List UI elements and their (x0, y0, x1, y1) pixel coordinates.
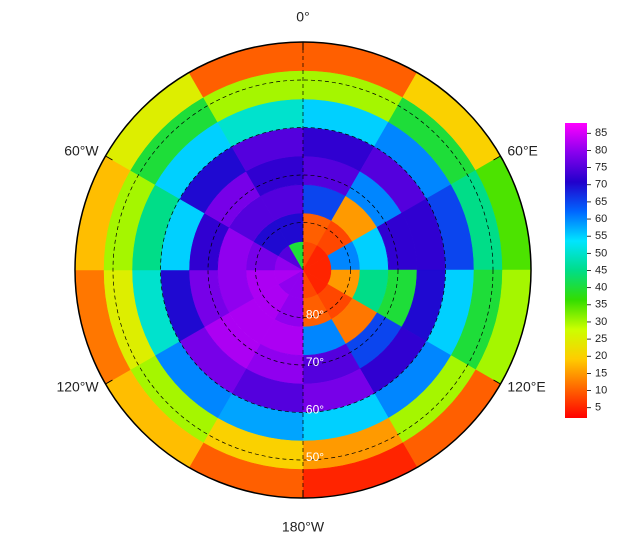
colorbar-label: 30 (595, 316, 607, 328)
heatmap (74, 41, 532, 499)
latitude-circle (112, 79, 494, 461)
colorbar-label: 55 (595, 230, 607, 242)
colorbar-label: 45 (595, 264, 607, 276)
colorbar-label: 5 (595, 402, 601, 414)
longitude-label: 120°W (56, 379, 99, 395)
colorbar-label: 40 (595, 282, 607, 294)
longitude-label: 60°E (507, 143, 538, 159)
colorbar: 5 10 15 20 25 30 35 40 45 50 55 60 65 70 75 80 85 (565, 123, 607, 418)
colorbar-label: 70 (595, 179, 607, 191)
colorbar-label: 20 (595, 350, 607, 362)
colorbar-label: 50 (595, 247, 607, 259)
colorbar-label: 15 (595, 367, 607, 379)
longitude-tick (493, 155, 501, 161)
longitude-tick (105, 155, 113, 161)
colorbar-label: 85 (595, 127, 607, 139)
colorbar-label: 60 (595, 213, 607, 225)
longitude-tick (493, 379, 501, 385)
longitude-label: 180°W (282, 519, 325, 535)
colorbar-scale (565, 123, 587, 418)
colorbar-label: 75 (595, 161, 607, 173)
latitude-label: 50° (306, 450, 324, 464)
colorbar-label: 65 (595, 196, 607, 208)
longitude-label: 120°E (507, 379, 545, 395)
latitude-circle (160, 127, 446, 413)
latitude-label: 80° (306, 308, 324, 322)
longitude-label: 60°W (64, 143, 99, 159)
longitude-label: 0° (296, 9, 309, 25)
latitude-label: 70° (306, 355, 324, 369)
colorbar-label: 35 (595, 299, 607, 311)
latitude-circle (255, 222, 351, 318)
longitude-tick (105, 379, 113, 385)
colorbar-label: 25 (595, 333, 607, 345)
colorbar-label: 10 (595, 384, 607, 396)
colorbar-label: 80 (595, 144, 607, 156)
labels: 80° 70° 60° 50° 0° 60°E 120°E 180°W 120°W 60°W (56, 9, 545, 535)
latitude-label: 60° (306, 403, 324, 417)
